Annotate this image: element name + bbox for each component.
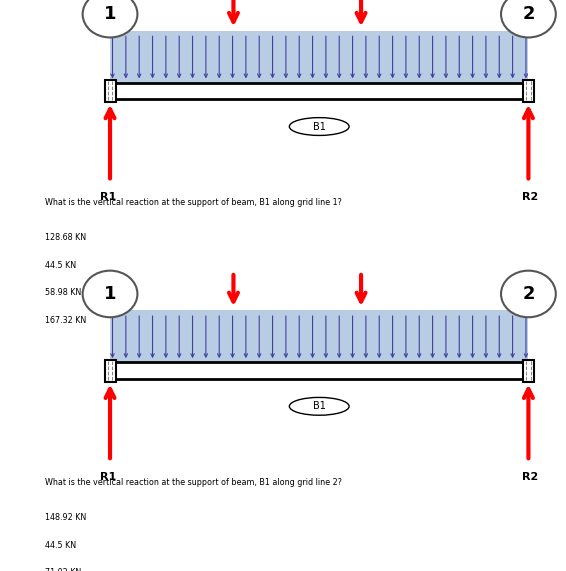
Text: 44.5 KN: 44.5 KN [45,541,76,550]
Ellipse shape [83,271,138,317]
Text: R1: R1 [100,192,117,202]
Bar [105,360,115,381]
Ellipse shape [501,271,556,317]
Text: 2: 2 [522,5,535,23]
Text: 44.5 KN: 44.5 KN [45,261,76,270]
Ellipse shape [83,0,138,38]
Text: 167.32 KN: 167.32 KN [45,316,87,325]
Text: 128.68 KN: 128.68 KN [45,234,87,243]
Ellipse shape [289,118,349,135]
Text: 1: 1 [104,5,116,23]
Text: B1: B1 [313,122,325,131]
Text: 71.02 KN: 71.02 KN [45,568,82,571]
Text: What is the vertical reaction at the support of beam, B1 along grid line 2?: What is the vertical reaction at the sup… [45,477,342,486]
Text: B1: B1 [313,401,325,411]
Bar [105,80,115,102]
Text: R2: R2 [522,472,538,482]
Bar [110,363,529,379]
Text: R2: R2 [522,192,538,202]
Ellipse shape [289,397,349,415]
Bar [110,83,529,99]
Text: R1: R1 [100,472,117,482]
Text: 58.98 KN: 58.98 KN [45,288,82,297]
Bar [110,31,529,83]
Text: What is the vertical reaction at the support of beam, B1 along grid line 1?: What is the vertical reaction at the sup… [45,198,342,207]
Text: 1: 1 [104,285,116,303]
Ellipse shape [501,0,556,38]
Text: 148.92 KN: 148.92 KN [45,513,87,522]
Text: 2: 2 [522,285,535,303]
Bar [110,311,529,363]
Bar [523,360,534,381]
Bar [523,80,534,102]
